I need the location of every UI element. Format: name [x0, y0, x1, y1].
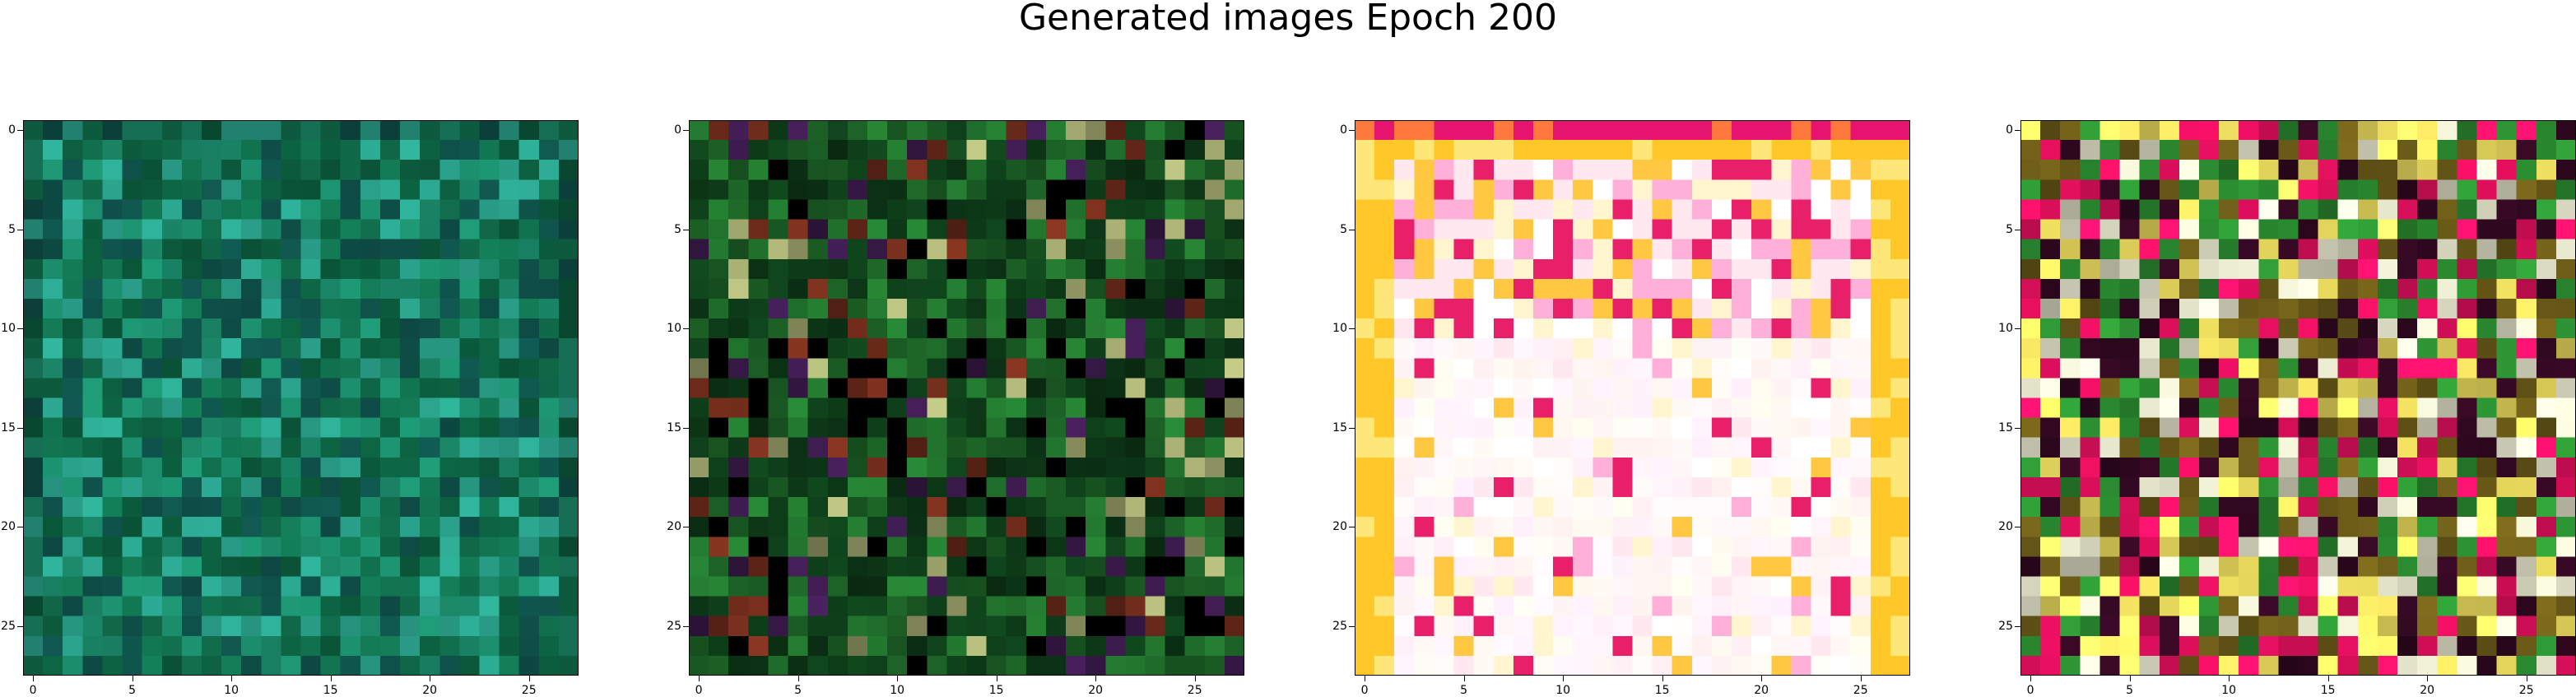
- y-tick-mark: [1349, 625, 1355, 627]
- y-tick-label: 25: [1998, 619, 2013, 633]
- y-tick-mark: [683, 427, 689, 429]
- x-tick-label: 0: [695, 684, 703, 697]
- y-tick-label: 5: [8, 222, 16, 236]
- x-tick-mark: [1860, 676, 1862, 681]
- x-tick-mark: [897, 676, 899, 681]
- x-tick-label: 5: [1460, 684, 1468, 697]
- x-tick-label: 10: [2221, 684, 2237, 697]
- image-panel-4: 0 5 10 15 20 25 0 5 10 15 20 25: [1998, 120, 2576, 697]
- y-tick-label: 20: [1332, 520, 1347, 534]
- y-tick-mark: [2015, 625, 2020, 627]
- y-tick-mark: [17, 427, 23, 429]
- generated-image-3: [1355, 120, 1910, 676]
- x-tick-label: 20: [2420, 684, 2435, 697]
- x-tick-mark: [699, 676, 700, 681]
- x-tick-mark: [1662, 676, 1663, 681]
- x-tick-mark: [2427, 676, 2429, 681]
- x-tick-label: 25: [2518, 684, 2534, 697]
- y-tick-label: 15: [1332, 421, 1347, 434]
- y-tick-mark: [17, 328, 23, 330]
- x-tick-label: 20: [1088, 684, 1104, 697]
- x-tick-label: 5: [2126, 684, 2134, 697]
- x-tick-label: 10: [1555, 684, 1571, 697]
- x-tick-label: 15: [1654, 684, 1670, 697]
- x-tick-mark: [330, 676, 332, 681]
- x-tick-label: 5: [794, 684, 802, 697]
- x-tick-label: 10: [890, 684, 905, 697]
- y-tick-mark: [1349, 427, 1355, 429]
- x-tick-label: 25: [521, 684, 537, 697]
- y-tick-label: 10: [667, 322, 681, 336]
- x-tick-mark: [2327, 676, 2329, 681]
- y-tick-label: 15: [1998, 421, 2013, 434]
- x-tick-label: 0: [2026, 684, 2034, 697]
- y-tick-label: 10: [1998, 322, 2013, 336]
- x-tick-mark: [2229, 676, 2230, 681]
- y-tick-mark: [2015, 328, 2020, 330]
- y-tick-label: 20: [1998, 520, 2013, 534]
- y-tick-label: 20: [1, 520, 16, 534]
- y-tick-mark: [17, 130, 23, 132]
- x-tick-label: 15: [988, 684, 1004, 697]
- generated-image-2: [689, 120, 1244, 676]
- image-panel-3: 0 5 10 15 20 25 0 5 10 15 20 25: [1332, 120, 1910, 697]
- image-panel-2: 0 5 10 15 20 25 0 5 10 15 20 25: [667, 120, 1244, 697]
- x-tick-label: 5: [128, 684, 137, 697]
- y-tick-label: 0: [674, 123, 681, 137]
- x-tick-mark: [33, 676, 35, 681]
- y-tick-label: 5: [674, 222, 681, 236]
- x-tick-mark: [528, 676, 530, 681]
- y-tick-label: 10: [1332, 322, 1347, 336]
- figure-title: Generated images Epoch 200: [1018, 0, 1558, 39]
- y-tick-mark: [17, 625, 23, 627]
- x-tick-mark: [797, 676, 799, 681]
- y-tick-label: 0: [8, 123, 16, 137]
- x-tick-label: 15: [2320, 684, 2336, 697]
- x-tick-label: 25: [1853, 684, 1868, 697]
- x-tick-mark: [1194, 676, 1196, 681]
- x-tick-label: 20: [1754, 684, 1769, 697]
- x-tick-mark: [1563, 676, 1565, 681]
- x-tick-mark: [2129, 676, 2131, 681]
- y-tick-label: 15: [1, 421, 16, 434]
- y-tick-mark: [2015, 427, 2020, 429]
- x-tick-label: 15: [323, 684, 338, 697]
- generated-image-4: [2020, 120, 2576, 676]
- y-tick-label: 15: [667, 421, 681, 434]
- y-tick-label: 5: [2006, 222, 2013, 236]
- x-tick-label: 25: [1187, 684, 1202, 697]
- x-tick-mark: [2030, 676, 2032, 681]
- x-tick-label: 20: [422, 684, 438, 697]
- y-tick-mark: [683, 130, 689, 132]
- y-tick-mark: [2015, 130, 2020, 132]
- x-tick-mark: [1095, 676, 1097, 681]
- y-tick-label: 20: [667, 520, 681, 534]
- x-tick-label: 10: [224, 684, 239, 697]
- image-panel-1: 0 5 10 15 20 25 0 5 10 15 20 25: [1, 120, 579, 697]
- y-tick-label: 25: [1, 619, 16, 633]
- x-tick-mark: [231, 676, 233, 681]
- y-tick-mark: [1349, 328, 1355, 330]
- y-tick-mark: [1349, 130, 1355, 132]
- y-tick-label: 25: [667, 619, 681, 633]
- x-tick-label: 0: [29, 684, 37, 697]
- y-tick-label: 5: [1340, 222, 1347, 236]
- x-tick-mark: [1463, 676, 1465, 681]
- generated-image-1: [23, 120, 579, 676]
- y-tick-label: 0: [2006, 123, 2013, 137]
- y-tick-mark: [683, 625, 689, 627]
- y-tick-mark: [683, 328, 689, 330]
- y-tick-label: 10: [1, 322, 16, 336]
- x-tick-mark: [1761, 676, 1763, 681]
- y-tick-label: 0: [1340, 123, 1347, 137]
- x-tick-label: 0: [1360, 684, 1369, 697]
- y-tick-label: 25: [1332, 619, 1347, 633]
